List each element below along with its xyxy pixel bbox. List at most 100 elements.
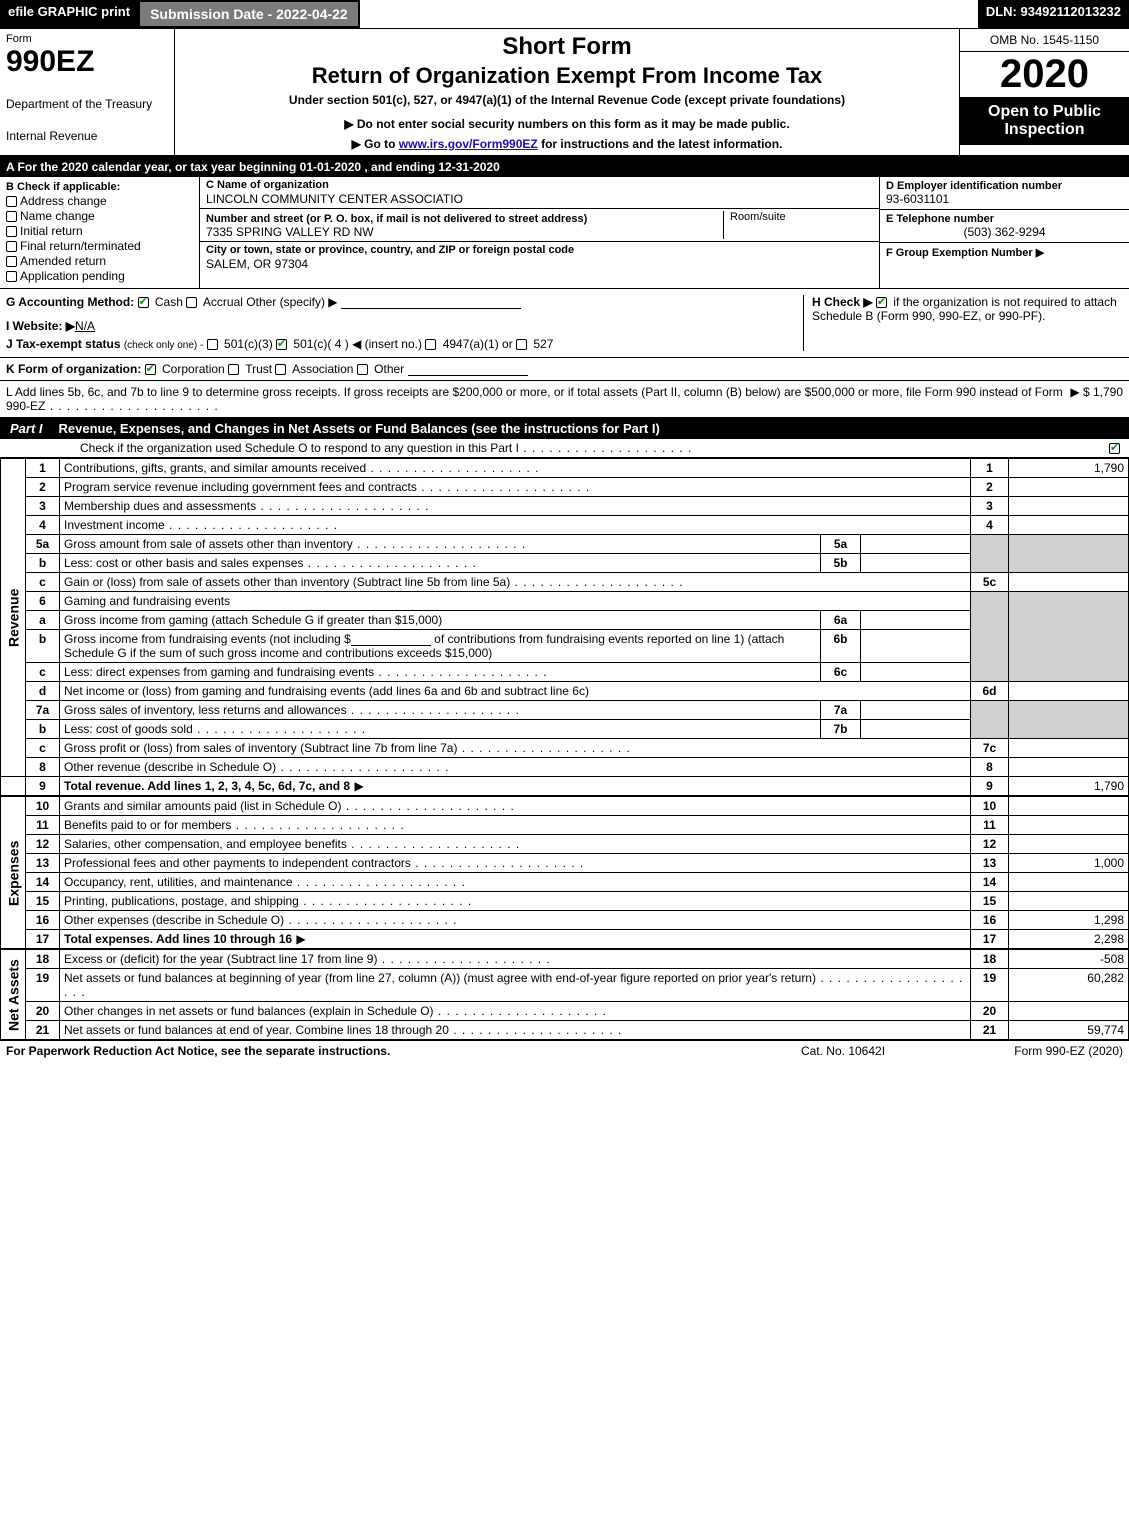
form-number: 990EZ [6, 45, 168, 79]
dln-label: DLN: 93492112013232 [978, 0, 1129, 28]
street-label: Number and street (or P. O. box, if mail… [206, 213, 587, 225]
line-3-amount [1009, 497, 1129, 516]
line-10-desc: Grants and similar amounts paid (list in… [64, 799, 341, 813]
submission-date: Submission Date - 2022-04-22 [138, 0, 360, 28]
other-specify-line[interactable] [341, 295, 521, 309]
line-9-amount: 1,790 [1009, 777, 1129, 796]
net-assets-table: Net Assets 18 Excess or (deficit) for th… [0, 949, 1129, 1040]
check-application-pending[interactable]: Application pending [6, 269, 193, 283]
line-7a-val [861, 701, 971, 720]
group-exemption-label: F Group Exemption Number ▶ [886, 246, 1123, 259]
line-14-desc: Occupancy, rent, utilities, and maintena… [64, 875, 293, 889]
line-20-desc: Other changes in net assets or fund bala… [64, 1004, 434, 1018]
tax-year: 2020 [960, 52, 1129, 97]
check-cash[interactable] [138, 297, 149, 308]
revenue-table: Revenue 1 Contributions, gifts, grants, … [0, 458, 1129, 796]
line-12-desc: Salaries, other compensation, and employ… [64, 837, 347, 851]
line-1-desc: Contributions, gifts, grants, and simila… [64, 461, 366, 475]
part-i-header: Part I Revenue, Expenses, and Changes in… [0, 418, 1129, 439]
g-accounting-method: G Accounting Method: Cash Accrual Other … [6, 295, 783, 309]
section-g-h: G Accounting Method: Cash Accrual Other … [0, 289, 1129, 358]
section-b-checks: B Check if applicable: Address change Na… [0, 177, 200, 288]
line-6d-desc: Net income or (loss) from gaming and fun… [64, 684, 589, 698]
h-schedule-b: H Check ▶ if the organization is not req… [803, 295, 1123, 351]
phone-label: E Telephone number [886, 213, 1123, 225]
open-to-public: Open to Public Inspection [960, 97, 1129, 145]
line-18-amount: -508 [1009, 950, 1129, 969]
check-trust[interactable] [228, 364, 239, 375]
ein-value: 93-6031101 [886, 192, 1123, 206]
line-13-amount: 1,000 [1009, 854, 1129, 873]
k-form-of-org: K Form of organization: Corporation Trus… [0, 358, 1129, 381]
short-form-title: Short Form [181, 33, 953, 61]
org-name: LINCOLN COMMUNITY CENTER ASSOCIATIO [206, 192, 873, 206]
calendar-year-bar: A For the 2020 calendar year, or tax yea… [0, 157, 1129, 177]
check-4947[interactable] [425, 339, 436, 350]
irs-label: Internal Revenue [6, 129, 168, 143]
line-6b-fill[interactable] [351, 632, 431, 646]
entity-section: B Check if applicable: Address change Na… [0, 177, 1129, 289]
check-initial-return[interactable]: Initial return [6, 224, 193, 238]
line-15-desc: Printing, publications, postage, and shi… [64, 894, 299, 908]
l-gross-receipts: L Add lines 5b, 6c, and 7b to line 9 to … [0, 381, 1129, 418]
expenses-side-label: Expenses [1, 797, 26, 949]
line-20-amount [1009, 1002, 1129, 1021]
check-schedule-o[interactable] [1109, 443, 1120, 454]
line-11-amount [1009, 816, 1129, 835]
check-corporation[interactable] [145, 364, 156, 375]
check-amended-return[interactable]: Amended return [6, 254, 193, 268]
header-center: Short Form Return of Organization Exempt… [175, 29, 959, 155]
check-final-return[interactable]: Final return/terminated [6, 239, 193, 253]
check-other-org[interactable] [357, 364, 368, 375]
line-9-desc: Total revenue. Add lines 1, 2, 3, 4, 5c,… [64, 779, 350, 793]
form-word: Form [6, 33, 168, 45]
check-schedule-b[interactable] [876, 297, 887, 308]
line-7c-amount [1009, 739, 1129, 758]
expenses-table: Expenses 10 Grants and similar amounts p… [0, 796, 1129, 949]
line-5b-desc: Less: cost or other basis and sales expe… [64, 556, 303, 570]
efile-label[interactable]: efile GRAPHIC print [0, 0, 138, 28]
line-7b-desc: Less: cost of goods sold [64, 722, 193, 736]
city-label: City or town, state or province, country… [206, 244, 873, 256]
check-address-change[interactable]: Address change [6, 194, 193, 208]
line-13-desc: Professional fees and other payments to … [64, 856, 411, 870]
line-15-amount [1009, 892, 1129, 911]
check-501c[interactable] [276, 339, 287, 350]
revenue-side-label: Revenue [1, 459, 26, 777]
line-6b-desc-pre: Gross income from fundraising events (no… [64, 632, 351, 646]
check-accrual[interactable] [186, 297, 197, 308]
line-6b-val [861, 630, 971, 663]
part-i-title: Revenue, Expenses, and Changes in Net As… [53, 418, 1129, 439]
line-19-amount: 60,282 [1009, 969, 1129, 1002]
top-bar: efile GRAPHIC print Submission Date - 20… [0, 0, 1129, 29]
header-right: OMB No. 1545-1150 2020 Open to Public In… [959, 29, 1129, 155]
other-org-line[interactable] [408, 362, 528, 376]
line-5a-desc: Gross amount from sale of assets other t… [64, 537, 353, 551]
line-6-desc: Gaming and fundraising events [64, 594, 230, 608]
b-label: B Check if applicable: [6, 181, 193, 193]
j-tax-exempt: J Tax-exempt status (check only one) - 5… [6, 337, 783, 351]
line-16-desc: Other expenses (describe in Schedule O) [64, 913, 284, 927]
page-footer: For Paperwork Reduction Act Notice, see … [0, 1040, 1129, 1061]
l-amount: ▶ $ 1,790 [1070, 385, 1123, 413]
check-527[interactable] [516, 339, 527, 350]
line-17-desc: Total expenses. Add lines 10 through 16 [64, 932, 292, 946]
line-1-amount: 1,790 [1009, 459, 1129, 478]
footer-center: Cat. No. 10642I [743, 1044, 943, 1058]
line-10-amount [1009, 797, 1129, 816]
ein-label: D Employer identification number [886, 180, 1123, 192]
line-6d-amount [1009, 682, 1129, 701]
footer-left: For Paperwork Reduction Act Notice, see … [6, 1044, 743, 1058]
line-21-desc: Net assets or fund balances at end of ye… [64, 1023, 449, 1037]
line-5a-val [861, 535, 971, 554]
line-18-desc: Excess or (deficit) for the year (Subtra… [64, 952, 377, 966]
check-501c3[interactable] [207, 339, 218, 350]
line-6c-desc: Less: direct expenses from gaming and fu… [64, 665, 374, 679]
goto-link[interactable]: www.irs.gov/Form990EZ [399, 137, 538, 151]
check-association[interactable] [275, 364, 286, 375]
line-1-num: 1 [26, 459, 60, 478]
line-12-amount [1009, 835, 1129, 854]
header-left: Form 990EZ Department of the Treasury In… [0, 29, 175, 155]
subtitle: Under section 501(c), 527, or 4947(a)(1)… [181, 93, 953, 107]
check-name-change[interactable]: Name change [6, 209, 193, 223]
